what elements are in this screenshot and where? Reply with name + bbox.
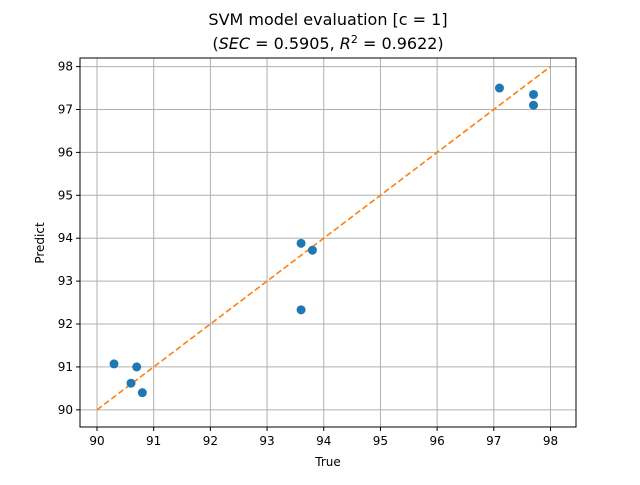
data-point (109, 359, 119, 369)
y-tick-label: 93 (58, 274, 73, 288)
y-tick-label: 92 (58, 317, 73, 331)
data-point (132, 362, 142, 372)
data-points (109, 83, 538, 398)
y-tick-label: 90 (58, 403, 73, 417)
chart-title: SVM model evaluation [c = 1] (208, 10, 447, 29)
x-tick-label: 95 (373, 434, 388, 448)
y-tick-label: 95 (58, 188, 73, 202)
data-point (137, 388, 147, 398)
subtitle-r2-exponent: 2 (351, 33, 358, 46)
y-tick-label: 98 (58, 60, 73, 74)
data-point (528, 100, 538, 110)
subtitle-close: ) (437, 34, 443, 53)
chart-subtitle: (SEC = 0.5905, R2 = 0.9622) (212, 33, 443, 53)
data-point (296, 238, 306, 248)
x-tick-label: 96 (429, 434, 444, 448)
x-axis-label: True (314, 455, 341, 469)
data-point (528, 89, 538, 99)
subtitle-open: ( (212, 34, 218, 53)
grid (80, 58, 576, 427)
reference-line (96, 65, 551, 411)
subtitle-sec-label: SEC (219, 34, 251, 53)
x-tick-label: 94 (316, 434, 331, 448)
y-tick-label: 96 (58, 145, 73, 159)
x-tick-label: 98 (543, 434, 558, 448)
x-tick-label: 90 (89, 434, 104, 448)
data-point (494, 83, 504, 93)
plot-frame (79, 57, 577, 428)
y-tick-label: 91 (58, 360, 73, 374)
x-tick-label: 92 (203, 434, 218, 448)
x-tick-label: 91 (146, 434, 161, 448)
data-point (307, 245, 317, 255)
subtitle-r2-value: = 0.9622 (358, 34, 438, 53)
subtitle-sec-value: = 0.5905, (250, 34, 340, 53)
subtitle-r2-label: R (340, 34, 351, 53)
y-tick-label: 94 (58, 231, 73, 245)
data-point (296, 305, 306, 315)
x-tick-label: 93 (259, 434, 274, 448)
y-axis-label: Predict (33, 222, 47, 264)
y-tick-label: 97 (58, 102, 73, 116)
x-axis-ticks: 90 91 92 93 94 95 96 97 98 (89, 427, 558, 448)
reference-line-layer (96, 65, 551, 411)
x-tick-label: 97 (486, 434, 501, 448)
data-point (126, 378, 136, 388)
y-axis-ticks: 90 91 92 93 94 95 96 97 98 (58, 60, 80, 417)
